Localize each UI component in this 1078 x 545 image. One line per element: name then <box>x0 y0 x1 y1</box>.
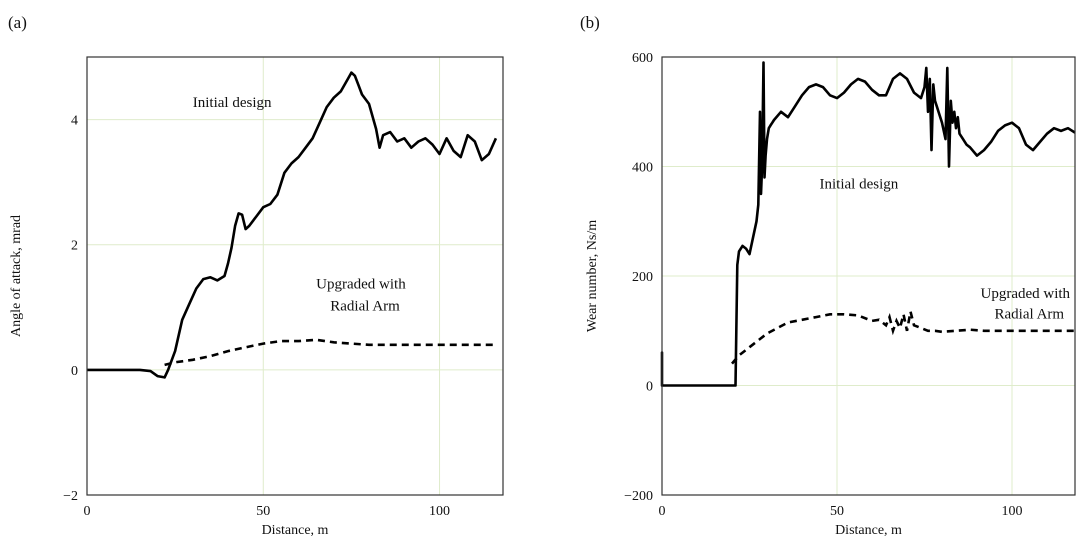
panel-a-series-solid-line <box>87 71 498 379</box>
panel-b-annotation: Upgraded with <box>981 286 1071 302</box>
panel-b-series <box>660 61 1076 387</box>
panel-b-series-solid-line <box>660 61 1076 387</box>
panel-b-annotations: Initial design Upgraded with Radial Arm <box>820 176 1071 322</box>
panel-a-y-axis-label: Angle of attack, mrad <box>9 215 24 337</box>
panel-b-y-tick-label: 0 <box>646 380 653 395</box>
panel-b-annotation: Radial Arm <box>995 307 1065 323</box>
panel-a-annotation: Radial Arm <box>330 298 400 314</box>
panel-b-chart: (b) 0 50 100 −200 0 200 400 600 Initial design U… <box>580 13 1076 538</box>
panel-b-y-tick-label: −200 <box>624 489 653 504</box>
panel-a-y-tick-label: 4 <box>71 114 78 129</box>
panel-a-chart: (a) 0 50 100 −2 0 2 4 Initial design Upgraded w… <box>8 13 504 538</box>
panel-a-annotations: Initial design Upgraded with Radial Arm <box>193 95 406 314</box>
panel-b-x-tick-label: 50 <box>830 504 844 519</box>
panel-a-series-dashed-line <box>164 338 496 367</box>
panel-a-x-tick-label: 0 <box>84 504 91 519</box>
panel-b-ticks: 0 50 100 −200 0 200 400 600 <box>624 51 1022 519</box>
panel-b-grid <box>662 57 1075 495</box>
panel-a-grid <box>87 57 503 495</box>
panel-b-y-tick-label: 200 <box>632 270 653 285</box>
panel-b-x-tick-label: 100 <box>1002 504 1023 519</box>
panel-a-annotation: Initial design <box>193 95 272 111</box>
panel-b-plot-frame <box>661 56 1076 496</box>
panel-a-series <box>87 71 498 379</box>
panel-a-x-tick-label: 100 <box>429 504 450 519</box>
panel-b-annotation: Initial design <box>820 176 899 192</box>
panel-b-y-axis-label: Wear number, Ns/m <box>585 220 600 332</box>
panel-a-annotation: Upgraded with <box>316 277 406 293</box>
panel-b-series-dashed-line <box>731 311 1075 365</box>
panel-a-y-tick-label: −2 <box>63 489 78 504</box>
panel-b-y-tick-label: 400 <box>632 161 653 176</box>
panel-a-y-tick-label: 0 <box>71 364 78 379</box>
panel-a-ticks: 0 50 100 −2 0 2 4 <box>63 114 450 519</box>
panel-a-plot-frame <box>86 56 504 496</box>
panel-b-label: (b) <box>580 13 600 32</box>
panel-a-label: (a) <box>8 13 27 32</box>
panel-a-x-axis-label: Distance, m <box>262 523 329 538</box>
panel-b-y-tick-label: 600 <box>632 51 653 66</box>
panel-b-x-axis-label: Distance, m <box>835 523 902 538</box>
panel-a-y-tick-label: 2 <box>71 239 78 254</box>
panel-b-x-tick-label: 0 <box>659 504 666 519</box>
panel-a-x-tick-label: 50 <box>256 504 270 519</box>
